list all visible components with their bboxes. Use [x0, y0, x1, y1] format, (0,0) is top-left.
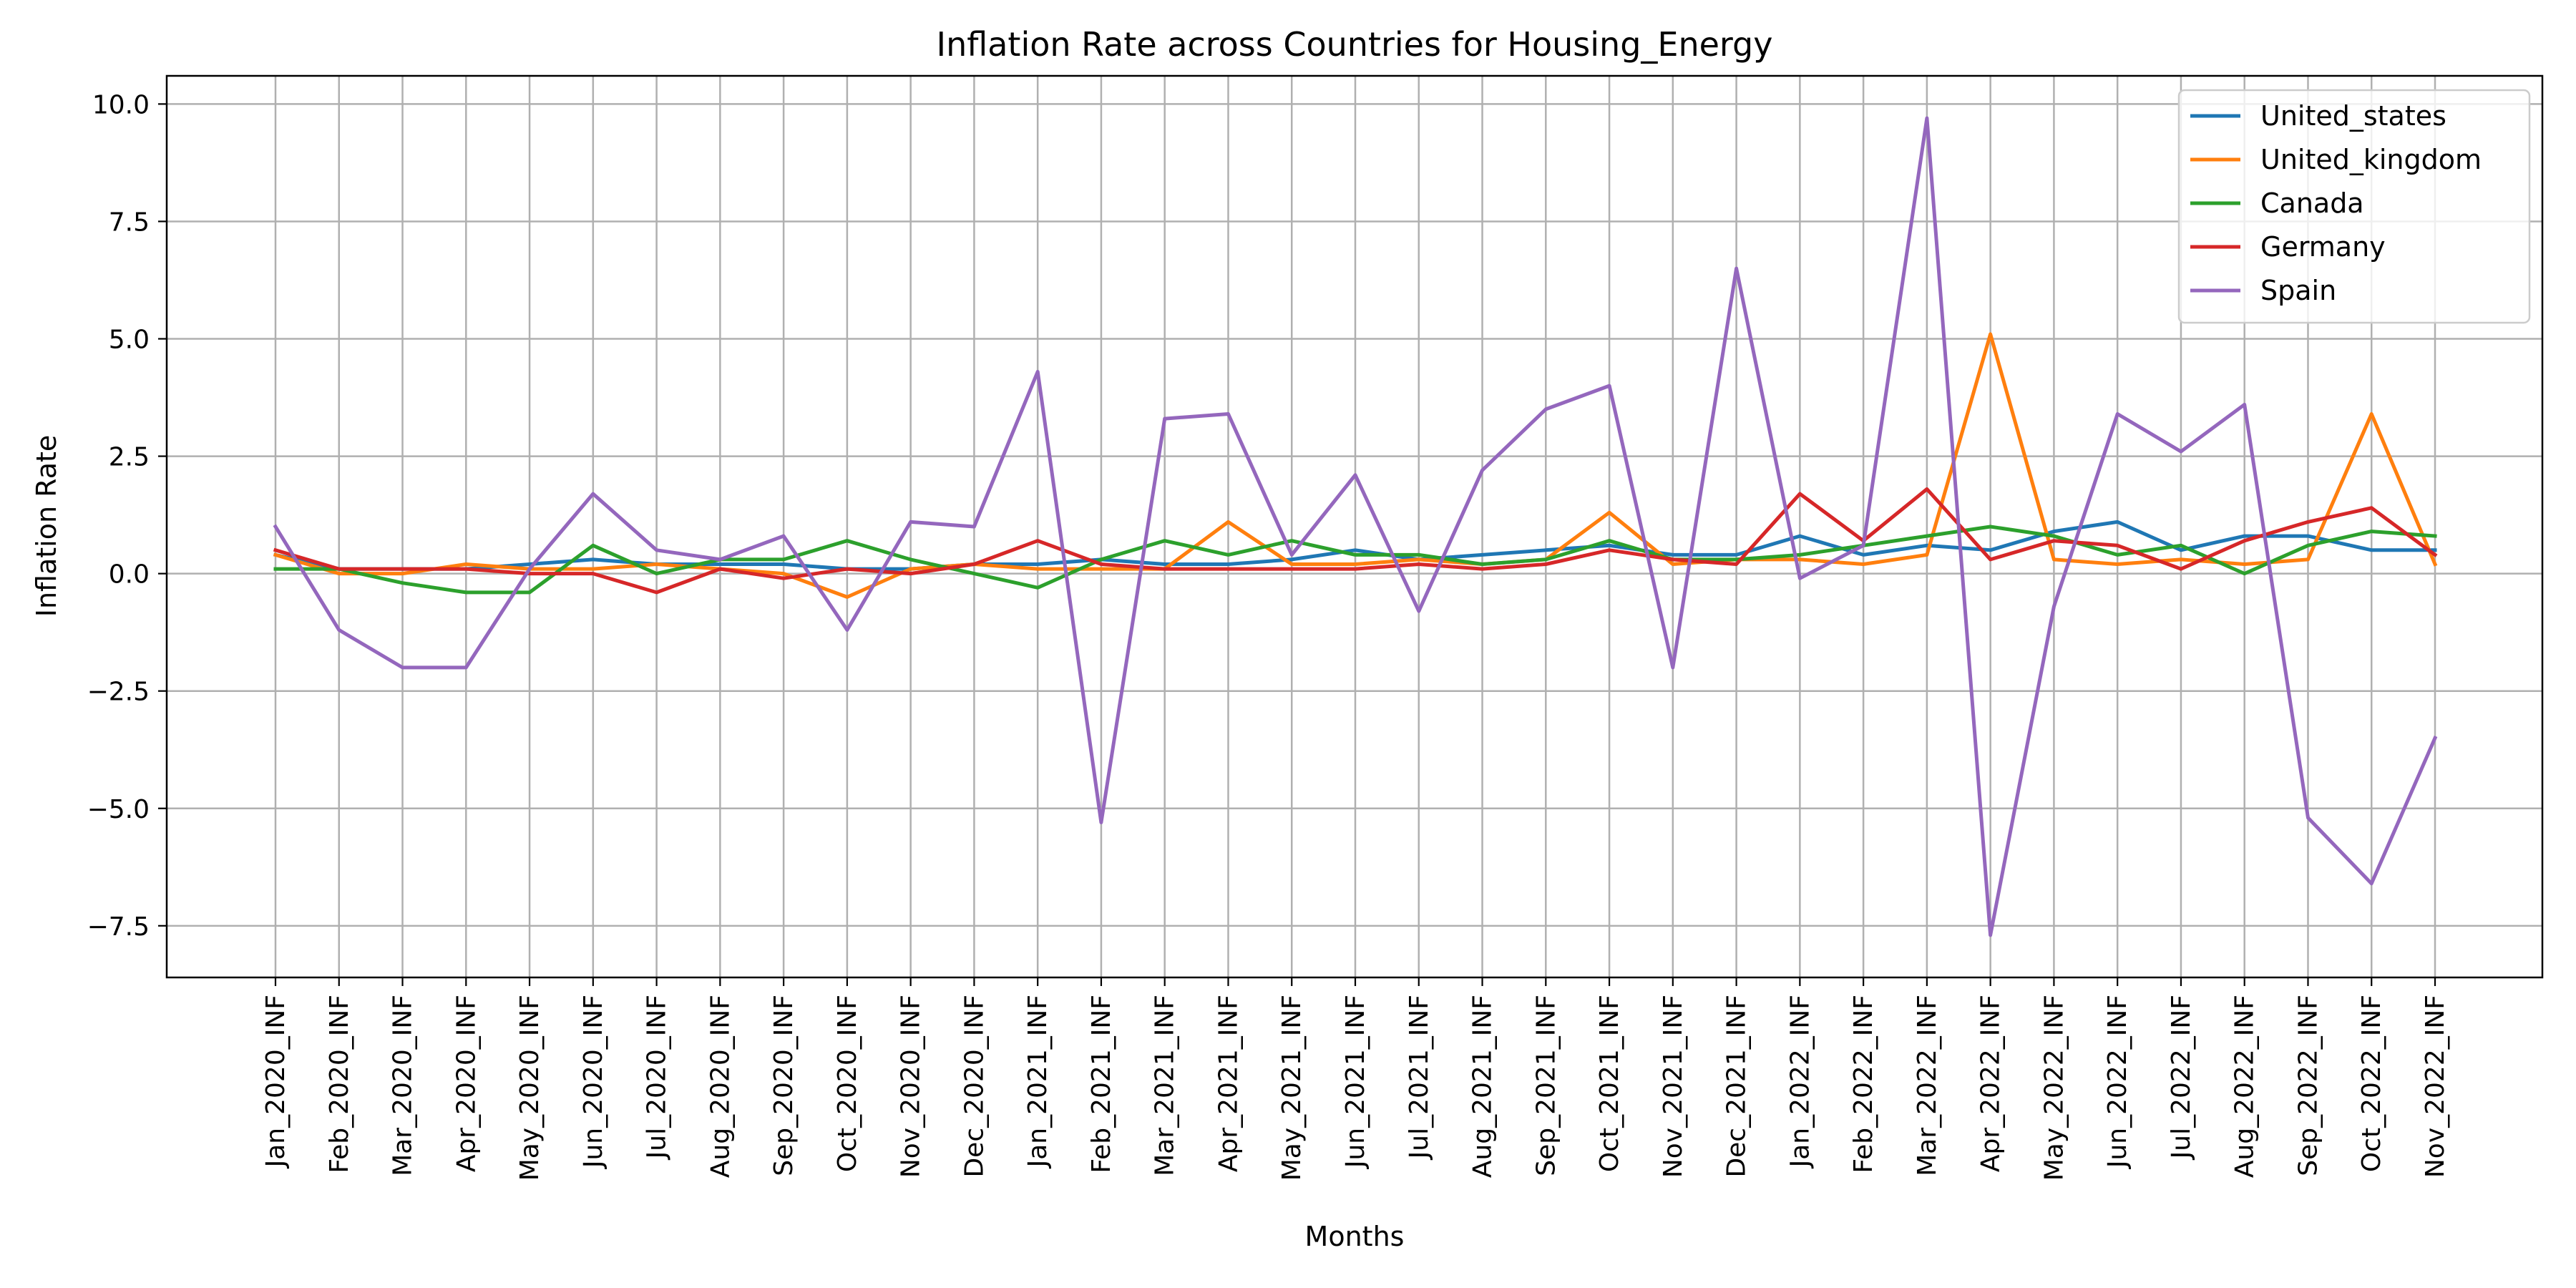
chart-title: Inflation Rate across Countries for Hous… [937, 25, 1773, 64]
x-tick-label: Dec_2020_INF [960, 995, 989, 1178]
x-tick-label: Oct_2022_INF [2357, 995, 2386, 1172]
x-tick-label: May_2021_INF [1277, 995, 1307, 1181]
y-tick-label: 7.5 [109, 208, 150, 237]
x-tick-label: May_2022_INF [2039, 995, 2069, 1181]
legend-label-united-kingdom: United_kingdom [2260, 144, 2482, 175]
x-tick-label: Jul_2020_INF [643, 995, 672, 1160]
x-tick-label: Feb_2021_INF [1087, 995, 1116, 1174]
x-tick-label: Sep_2022_INF [2293, 995, 2323, 1176]
y-tick-label: 2.5 [109, 443, 150, 472]
grid-lines [167, 76, 2542, 977]
x-tick-label: Mar_2021_INF [1151, 995, 1180, 1176]
x-tick-label: Apr_2022_INF [1976, 995, 2006, 1172]
x-tick-label: Jun_2020_INF [579, 995, 608, 1169]
x-tick-label: Mar_2022_INF [1913, 995, 1942, 1176]
y-tick-label: 0.0 [109, 560, 150, 590]
x-tick-label: Nov_2020_INF [897, 995, 926, 1178]
x-tick-label: Nov_2022_INF [2421, 995, 2450, 1178]
legend-label-germany: Germany [2260, 231, 2386, 263]
x-tick-label: Feb_2020_INF [325, 995, 354, 1174]
x-tick-label: Sep_2021_INF [1531, 995, 1561, 1176]
x-tick-label: Dec_2021_INF [1722, 995, 1752, 1178]
legend: United_states United_kingdom Canada Germany… [2177, 89, 2531, 324]
x-tick-label: Oct_2021_INF [1595, 995, 1624, 1172]
x-tick-label: Jul_2022_INF [2167, 995, 2196, 1160]
series-lines [273, 116, 2438, 937]
legend-label-united-states: United_states [2260, 100, 2446, 132]
x-tick-label: Apr_2021_INF [1214, 995, 1243, 1172]
y-axis-label: Inflation Rate [31, 435, 62, 618]
x-tick-label: Oct_2020_INF [833, 995, 862, 1172]
x-tick-label: Jan_2020_INF [261, 995, 291, 1169]
x-tick-label: Nov_2021_INF [1659, 995, 1688, 1178]
y-tick-label: 5.0 [109, 326, 150, 355]
x-tick-label: Apr_2020_INF [452, 995, 481, 1172]
x-tick-label: Mar_2020_INF [389, 995, 418, 1176]
x-axis-label: Months [1305, 1221, 1405, 1252]
y-tick-label: −7.5 [87, 912, 150, 942]
legend-box [2177, 89, 2531, 324]
x-tick-label: Sep_2020_INF [769, 995, 799, 1176]
x-tick-label: May_2020_INF [515, 995, 545, 1181]
axis-ticks: Jan_2020_INF Feb_2020_INF Mar_2020_INF Apr_… [87, 90, 2450, 1181]
series-line-spain [273, 116, 2438, 937]
legend-label-spain: Spain [2260, 275, 2336, 306]
y-tick-label: 10.0 [92, 90, 150, 119]
x-tick-label: Aug_2022_INF [2230, 995, 2260, 1178]
plot-frame [165, 74, 2544, 979]
y-tick-label: −5.0 [87, 795, 150, 824]
x-tick-label: Jan_2021_INF [1023, 995, 1053, 1169]
x-tick-label: Aug_2020_INF [706, 995, 735, 1178]
legend-label-canada: Canada [2260, 187, 2364, 219]
x-tick-label: Jan_2022_INF [1785, 995, 1815, 1169]
x-tick-label: Feb_2022_INF [1849, 995, 1878, 1174]
y-tick-label: −2.5 [87, 678, 150, 707]
x-tick-label: Jun_2021_INF [1341, 995, 1370, 1169]
x-tick-label: Aug_2021_INF [1468, 995, 1498, 1178]
x-tick-label: Jul_2021_INF [1405, 995, 1434, 1160]
x-tick-label: Jun_2022_INF [2103, 995, 2132, 1169]
